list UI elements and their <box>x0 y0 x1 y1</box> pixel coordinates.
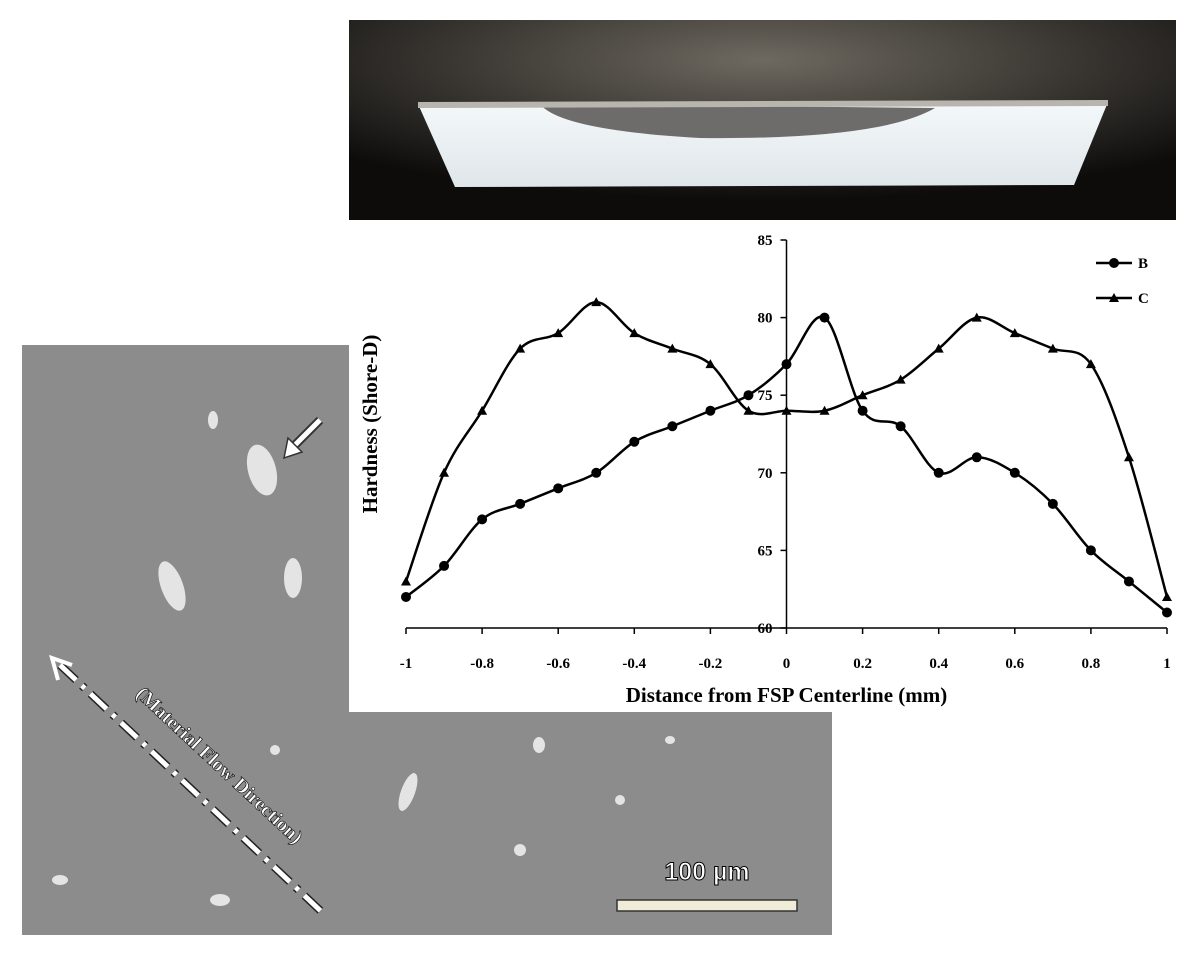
x-tick-label: 0.2 <box>853 656 872 672</box>
marker <box>401 576 411 586</box>
x-tick-label: -0.8 <box>470 656 494 672</box>
marker <box>1047 343 1058 353</box>
photo <box>349 20 1176 220</box>
y-tick-label: 65 <box>758 543 773 559</box>
legend-marker <box>1109 258 1119 268</box>
marker <box>895 421 906 432</box>
scale-bar-label: 100 µm <box>664 858 749 886</box>
y-tick-label: 85 <box>758 233 773 249</box>
x-tick-label: 0.6 <box>1005 656 1024 672</box>
marker <box>553 483 564 494</box>
y-tick-label: 70 <box>758 466 773 482</box>
marker <box>705 405 716 416</box>
marker <box>857 405 868 416</box>
marker <box>1162 607 1172 618</box>
marker <box>1123 452 1134 462</box>
marker <box>705 359 716 369</box>
x-tick-label: -0.6 <box>546 656 570 672</box>
series-line <box>405 315 1168 614</box>
x-tick-label: -0.4 <box>622 656 646 672</box>
flow-line <box>49 654 328 918</box>
x-tick-label: 0.4 <box>929 656 948 672</box>
scale-bar <box>616 899 798 912</box>
marker <box>629 436 640 447</box>
arrow <box>283 416 324 460</box>
marker <box>781 359 792 370</box>
y-axis-title: Hardness (Shore-D) <box>358 335 382 514</box>
marker <box>439 467 450 477</box>
legend-label: B <box>1138 256 1148 272</box>
chart: 60 65 70 75 80 85 -1 -0.8 -0.6 -0.4 -0.2 0 0.2 0.4 0.6… <box>358 233 1172 707</box>
marker <box>667 421 678 432</box>
marker <box>743 390 754 401</box>
marker <box>895 374 906 384</box>
legend-marker <box>1109 293 1119 302</box>
marker <box>1123 576 1134 587</box>
marker <box>591 467 602 478</box>
marker <box>515 343 526 353</box>
marker <box>1085 545 1096 556</box>
x-tick-label: 0.8 <box>1082 656 1101 672</box>
marker <box>743 405 754 415</box>
particles <box>52 411 675 906</box>
marker <box>553 328 564 338</box>
marker <box>515 498 526 509</box>
marker <box>1047 498 1058 509</box>
marker <box>781 405 792 415</box>
marker <box>667 343 678 353</box>
marker <box>971 312 982 322</box>
marker <box>1009 467 1020 478</box>
marker <box>629 328 640 338</box>
x-tick-label: 1 <box>1163 656 1171 672</box>
x-axis-title: Distance from FSP Centerline (mm) <box>626 683 948 707</box>
marker <box>933 467 944 478</box>
marker <box>857 390 868 400</box>
y-tick-label: 75 <box>758 388 773 404</box>
marker <box>1085 359 1096 369</box>
marker <box>933 343 944 353</box>
y-tick-label: 80 <box>758 311 773 327</box>
x-tick-label: -1 <box>400 656 413 672</box>
marker <box>477 405 488 415</box>
marker <box>819 312 830 323</box>
x-tick-label: -0.2 <box>699 656 723 672</box>
y-tick-label: 60 <box>758 621 773 637</box>
marker <box>1009 328 1020 338</box>
marker <box>477 514 488 525</box>
marker <box>401 591 411 602</box>
chart-panel <box>349 218 1176 712</box>
marker <box>591 297 602 307</box>
marker <box>971 452 982 463</box>
legend-label: C <box>1138 291 1149 307</box>
marker <box>1162 591 1172 601</box>
marker <box>439 560 450 571</box>
x-tick-label: 0 <box>783 656 791 672</box>
marker <box>819 405 830 415</box>
